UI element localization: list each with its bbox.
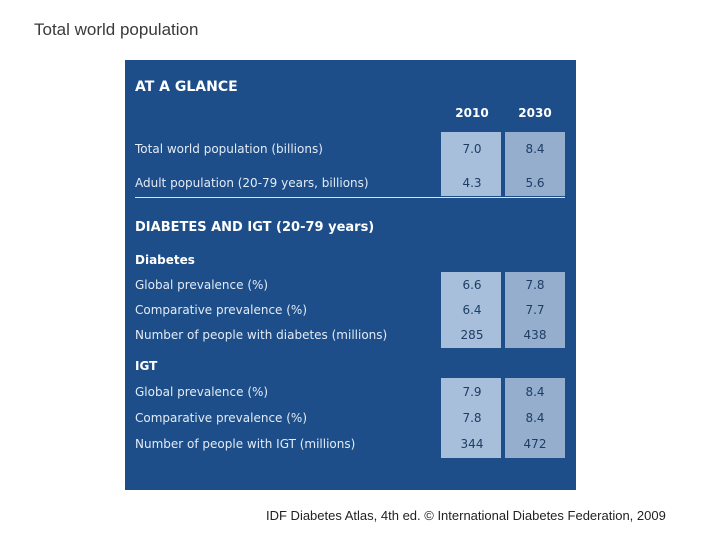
cell-2010: 7.0: [462, 142, 482, 156]
source-citation: IDF Diabetes Atlas, 4th ed. © Internatio…: [266, 508, 666, 523]
row-label: Number of people with IGT (millions): [135, 437, 356, 451]
band-2030-diabetes: [505, 272, 565, 348]
band-2030-igt: [505, 378, 565, 458]
cell-2010: 6.6: [462, 278, 482, 292]
cell-2010: 6.4: [462, 303, 482, 317]
cell-2010: 344: [460, 437, 484, 451]
row-label: Number of people with diabetes (millions…: [135, 328, 388, 342]
row-label: Comparative prevalence (%): [135, 411, 308, 425]
section-divider: [135, 197, 565, 198]
cell-2030: 8.4: [525, 385, 545, 399]
row-label: Comparative prevalence (%): [135, 303, 308, 317]
cell-2030: 472: [523, 437, 547, 451]
at-a-glance-table: AT A GLANCE 2010 2030 Total world popula…: [125, 60, 576, 490]
row-label: Adult population (20-79 years, billions): [135, 176, 369, 190]
row-label: Global prevalence (%): [135, 278, 269, 292]
cell-2030: 7.8: [525, 278, 545, 292]
cell-2010: 4.3: [462, 176, 482, 190]
cell-2030: 7.7: [525, 303, 545, 317]
cell-2030: 438: [523, 328, 547, 342]
row-label: Global prevalence (%): [135, 385, 269, 399]
column-header-2010: 2010: [455, 106, 489, 120]
column-header-2030: 2030: [518, 106, 552, 120]
slide-title: Total world population: [34, 20, 199, 39]
subsection-heading-diabetes: Diabetes: [135, 253, 195, 267]
subsection-heading-igt: IGT: [135, 359, 158, 373]
cell-2010: 7.9: [462, 385, 482, 399]
band-2030-population: [505, 132, 565, 196]
cell-2010: 7.8: [462, 411, 482, 425]
band-2010-igt: [441, 378, 501, 458]
band-2010-diabetes: [441, 272, 501, 348]
section-heading: DIABETES AND IGT (20-79 years): [135, 220, 375, 235]
cell-2030: 8.4: [525, 411, 545, 425]
cell-2030: 5.6: [525, 176, 545, 190]
cell-2010: 285: [460, 328, 484, 342]
row-label: Total world population (billions): [135, 142, 323, 156]
band-2010-population: [441, 132, 501, 196]
table-heading: AT A GLANCE: [135, 79, 238, 95]
cell-2030: 8.4: [525, 142, 545, 156]
